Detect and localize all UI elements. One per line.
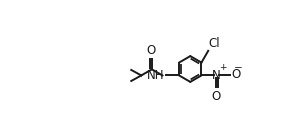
Text: Cl: Cl bbox=[209, 37, 220, 50]
Text: O: O bbox=[147, 44, 156, 57]
Text: N: N bbox=[212, 69, 221, 82]
Text: NH: NH bbox=[147, 69, 164, 82]
Text: O: O bbox=[232, 68, 241, 81]
Text: +: + bbox=[219, 63, 226, 72]
Text: −: − bbox=[234, 63, 242, 73]
Text: O: O bbox=[212, 90, 221, 103]
